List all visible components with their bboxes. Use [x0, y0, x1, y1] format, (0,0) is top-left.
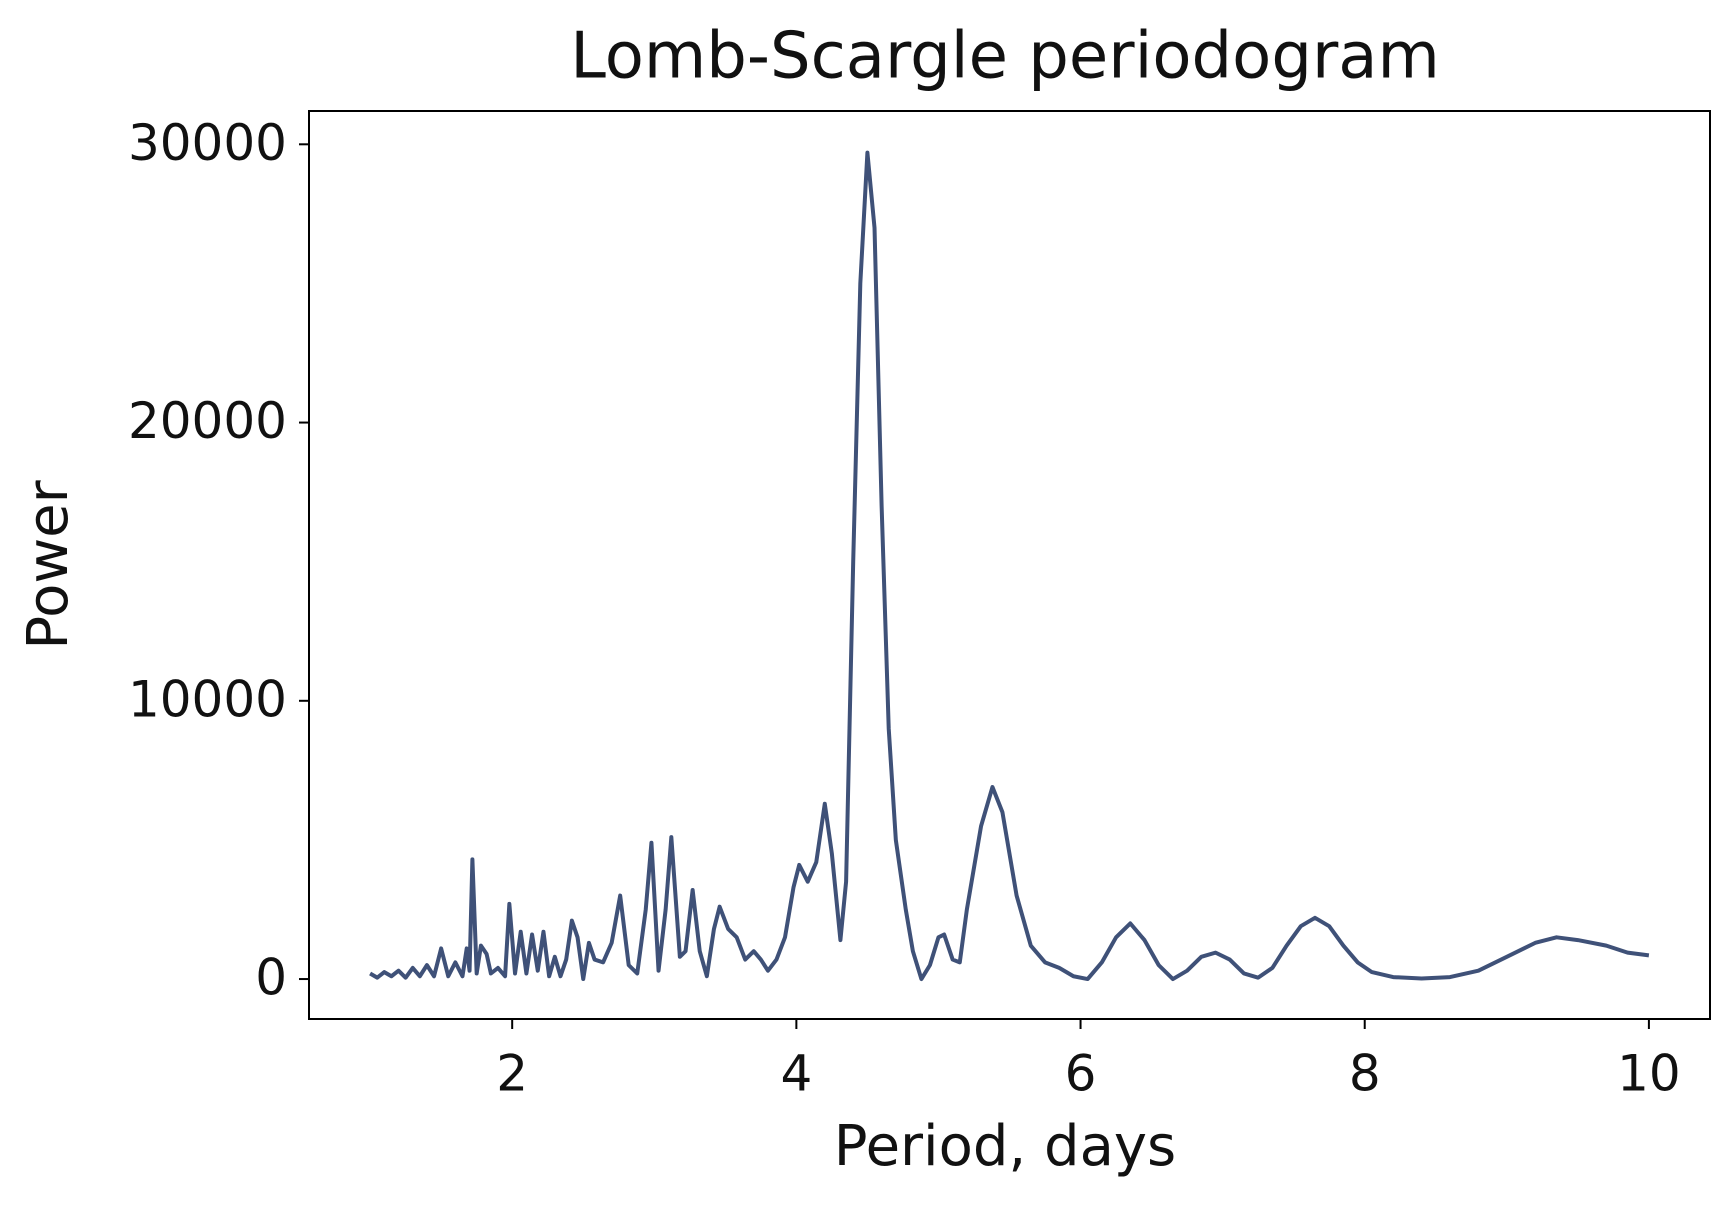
y-tick-label: 10000 [128, 670, 287, 728]
y-tick-label: 20000 [128, 392, 287, 450]
x-tick-label: 10 [1617, 1045, 1681, 1103]
x-axis-label: Period, days [834, 1114, 1176, 1179]
x-tick-label: 4 [780, 1045, 812, 1103]
x-tick-label: 6 [1065, 1045, 1097, 1103]
x-tick-label: 2 [496, 1045, 528, 1103]
power-line [369, 150, 1650, 982]
plot-frame [308, 110, 1711, 1020]
y-axis-label: Power [16, 479, 81, 649]
y-tick-label: 0 [255, 949, 287, 1007]
chart-title: Lomb-Scargle periodogram [570, 20, 1440, 94]
y-tick-label: 30000 [128, 114, 287, 172]
x-tick-label: 8 [1349, 1045, 1381, 1103]
